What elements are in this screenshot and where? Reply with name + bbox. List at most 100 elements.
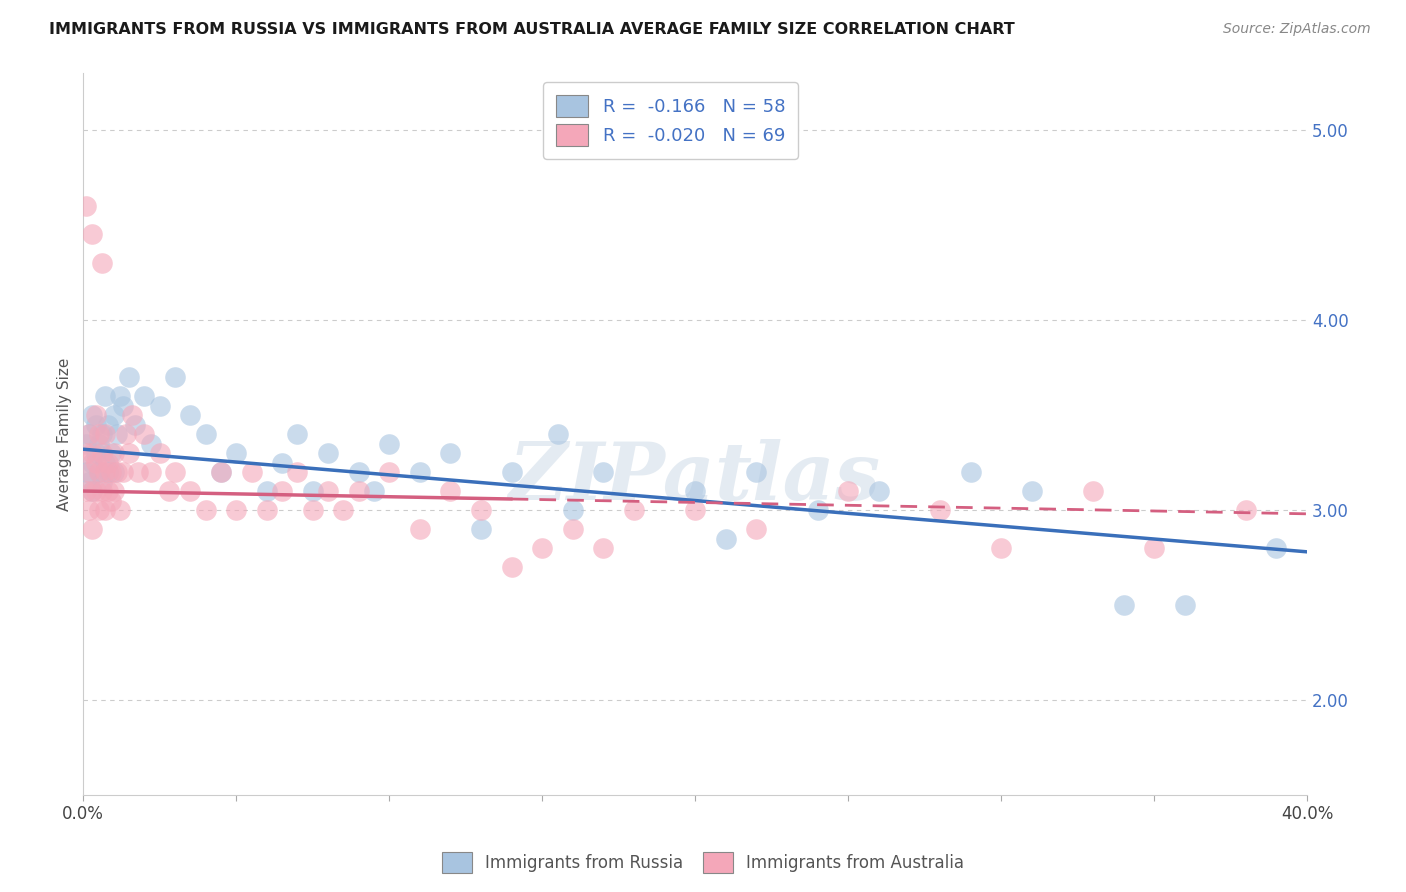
Point — [87, 436, 110, 450]
Point — [79, 427, 101, 442]
Point — [301, 483, 323, 498]
Point — [745, 465, 768, 479]
Point — [157, 483, 180, 498]
Point — [240, 465, 263, 479]
Point — [347, 465, 370, 479]
Point — [683, 503, 706, 517]
Point — [225, 503, 247, 517]
Point — [103, 408, 125, 422]
Point — [134, 427, 156, 442]
Point — [118, 446, 141, 460]
Point — [121, 408, 143, 422]
Point — [79, 465, 101, 479]
Point — [316, 446, 339, 460]
Point — [271, 483, 294, 498]
Point — [103, 446, 125, 460]
Point — [1143, 541, 1166, 555]
Point — [1081, 483, 1104, 498]
Point — [90, 483, 112, 498]
Text: IMMIGRANTS FROM RUSSIA VS IMMIGRANTS FROM AUSTRALIA AVERAGE FAMILY SIZE CORRELAT: IMMIGRANTS FROM RUSSIA VS IMMIGRANTS FRO… — [49, 22, 1015, 37]
Point — [97, 417, 120, 432]
Point — [134, 389, 156, 403]
Point — [93, 456, 115, 470]
Point — [301, 503, 323, 517]
Point — [124, 417, 146, 432]
Point — [105, 427, 128, 442]
Point — [82, 227, 104, 242]
Point — [409, 522, 432, 536]
Point — [347, 483, 370, 498]
Point — [79, 427, 101, 442]
Point — [363, 483, 385, 498]
Point — [378, 465, 401, 479]
Point — [84, 417, 107, 432]
Point — [115, 427, 138, 442]
Point — [256, 503, 278, 517]
Point — [103, 483, 125, 498]
Point — [75, 446, 97, 460]
Legend: R =  -0.166   N = 58, R =  -0.020   N = 69: R = -0.166 N = 58, R = -0.020 N = 69 — [543, 82, 799, 159]
Point — [90, 427, 112, 442]
Point — [82, 408, 104, 422]
Point — [745, 522, 768, 536]
Point — [439, 483, 461, 498]
Point — [378, 436, 401, 450]
Point — [149, 399, 172, 413]
Point — [256, 483, 278, 498]
Point — [97, 483, 120, 498]
Point — [332, 503, 354, 517]
Point — [1021, 483, 1043, 498]
Point — [547, 427, 569, 442]
Point — [179, 408, 201, 422]
Point — [90, 475, 112, 489]
Point — [837, 483, 859, 498]
Point — [1265, 541, 1288, 555]
Point — [118, 370, 141, 384]
Point — [90, 256, 112, 270]
Point — [84, 408, 107, 422]
Point — [959, 465, 981, 479]
Point — [623, 503, 645, 517]
Point — [90, 446, 112, 460]
Point — [531, 541, 554, 555]
Point — [93, 427, 115, 442]
Point — [225, 446, 247, 460]
Point — [79, 503, 101, 517]
Point — [87, 503, 110, 517]
Point — [82, 483, 104, 498]
Point — [149, 446, 172, 460]
Point — [990, 541, 1012, 555]
Point — [1112, 598, 1135, 612]
Point — [75, 465, 97, 479]
Point — [1234, 503, 1257, 517]
Point — [1174, 598, 1197, 612]
Point — [97, 465, 120, 479]
Point — [683, 483, 706, 498]
Point — [100, 446, 122, 460]
Point — [868, 483, 890, 498]
Point — [287, 427, 309, 442]
Point — [439, 446, 461, 460]
Point — [501, 560, 523, 574]
Point — [93, 389, 115, 403]
Point — [93, 503, 115, 517]
Point — [194, 427, 217, 442]
Point — [470, 503, 492, 517]
Point — [592, 541, 614, 555]
Point — [165, 465, 187, 479]
Text: Source: ZipAtlas.com: Source: ZipAtlas.com — [1223, 22, 1371, 37]
Point — [194, 503, 217, 517]
Point — [100, 465, 122, 479]
Point — [561, 522, 583, 536]
Point — [84, 456, 107, 470]
Point — [271, 456, 294, 470]
Point — [93, 465, 115, 479]
Point — [108, 389, 131, 403]
Point — [139, 436, 162, 450]
Point — [806, 503, 828, 517]
Point — [287, 465, 309, 479]
Point — [105, 465, 128, 479]
Point — [139, 465, 162, 479]
Point — [112, 465, 135, 479]
Point — [82, 483, 104, 498]
